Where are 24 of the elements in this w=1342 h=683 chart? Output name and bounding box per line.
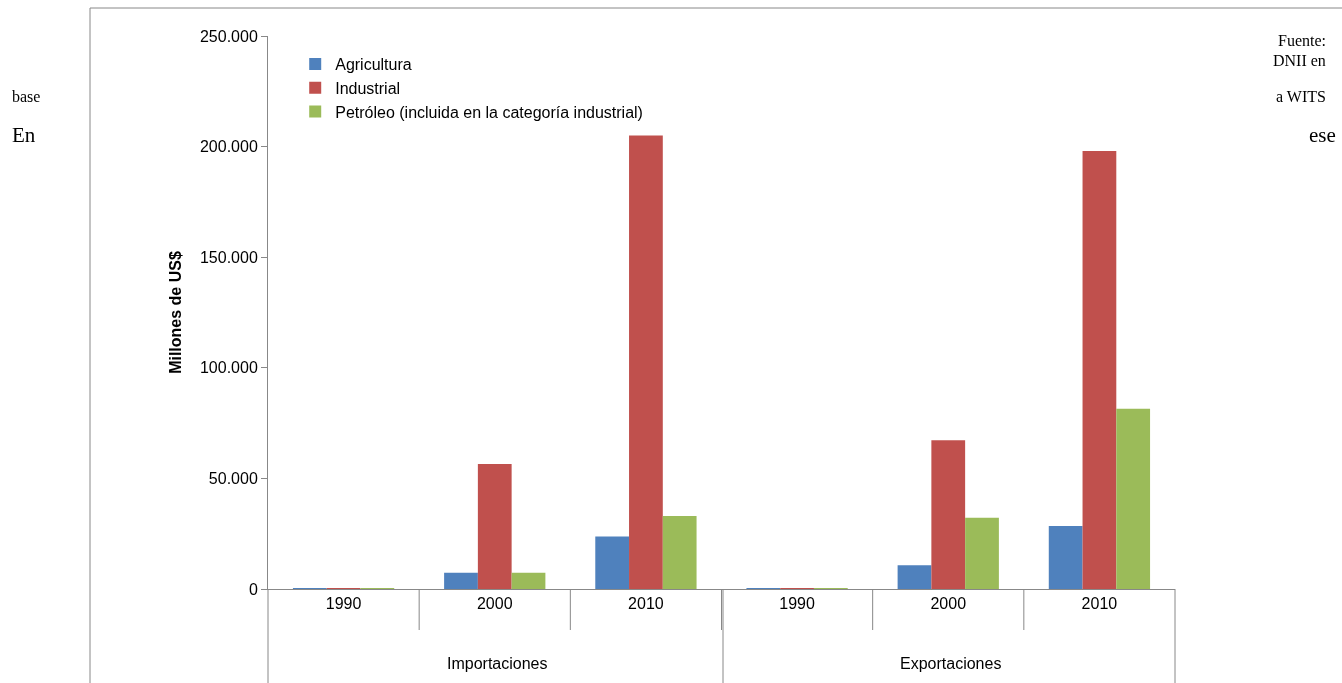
y-tick-label: 0 bbox=[248, 580, 258, 598]
x-tick-label: 2010 bbox=[1081, 595, 1118, 613]
y-tick-label: 200.000 bbox=[199, 138, 258, 156]
text: base bbox=[12, 88, 41, 105]
y-tick-label: 50.000 bbox=[208, 470, 258, 487]
x-tick-label: 2000 bbox=[930, 595, 967, 613]
y-axis-title: Millones de US$ bbox=[166, 251, 184, 374]
text: En bbox=[12, 123, 36, 147]
legend-label: Agricultura bbox=[335, 56, 412, 74]
text: Importaciones bbox=[447, 655, 548, 672]
text: a WITS bbox=[1276, 88, 1326, 105]
source-note: Fuente: bbox=[1278, 32, 1326, 49]
y-tick-label: 100.000 bbox=[199, 359, 258, 377]
x-tick-label: 2010 bbox=[628, 595, 664, 613]
y-tick-label: 150.000 bbox=[199, 248, 258, 266]
legend-label: Petróleo (incluida en la categoría industrial) bbox=[335, 103, 643, 121]
legend-label: Industrial bbox=[335, 80, 401, 97]
x-tick-label: 1990 bbox=[325, 595, 362, 613]
y-tick-label: 250.000 bbox=[199, 27, 258, 45]
text: ese bbox=[1309, 123, 1336, 147]
text: Exportaciones bbox=[900, 655, 1002, 672]
x-tick-label: 2000 bbox=[476, 595, 513, 613]
x-tick-label: 1990 bbox=[779, 595, 815, 613]
text: DNII en bbox=[1273, 52, 1326, 69]
